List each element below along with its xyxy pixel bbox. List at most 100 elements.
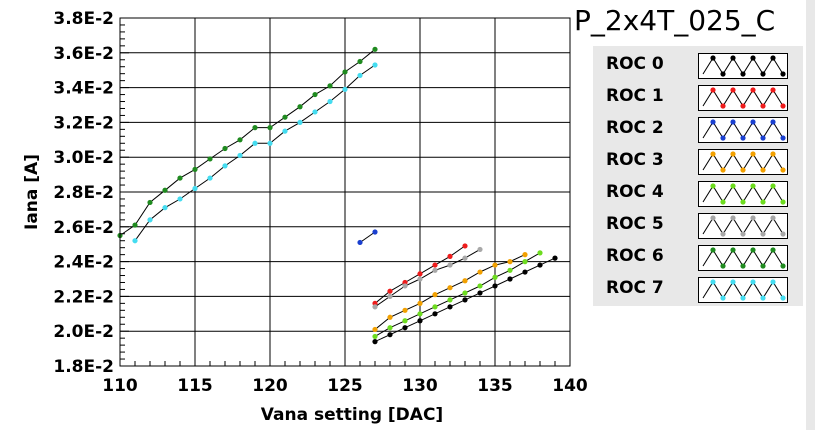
- legend-marker: [770, 151, 776, 157]
- legend-marker: [740, 231, 746, 237]
- data-point: [162, 187, 168, 193]
- y-tick-label: 2.2E-2: [53, 287, 114, 307]
- legend-swatch: [698, 277, 788, 303]
- series-line: [374, 252, 541, 337]
- data-point: [492, 283, 498, 289]
- data-point: [402, 283, 408, 289]
- data-point: [222, 145, 228, 152]
- legend-marker: [720, 167, 726, 173]
- legend-marker: [770, 279, 776, 285]
- y-tick-label: 2.8E-2: [53, 183, 114, 203]
- legend-marker: [750, 279, 756, 285]
- legend-marker: [780, 199, 786, 205]
- data-point: [387, 293, 393, 299]
- legend-marker: [780, 263, 786, 269]
- data-point: [417, 271, 423, 277]
- data-point: [207, 156, 213, 162]
- legend-marker: [760, 263, 766, 269]
- legend-marker: [750, 183, 756, 189]
- data-point: [432, 292, 438, 298]
- legend-marker: [730, 215, 736, 221]
- legend-marker: [730, 183, 736, 189]
- data-point: [447, 297, 453, 303]
- data-point: [387, 325, 393, 331]
- data-point: [372, 339, 378, 345]
- x-tick-label: 120: [252, 376, 288, 396]
- data-point: [147, 217, 153, 223]
- legend-entry: ROC 1: [593, 82, 803, 111]
- legend-marker: [740, 263, 746, 269]
- legend-swatch: [698, 117, 788, 143]
- data-point: [297, 119, 303, 125]
- data-point: [342, 86, 348, 92]
- legend-label: ROC 2: [606, 118, 664, 138]
- data-point: [522, 269, 528, 275]
- data-point: [192, 166, 198, 172]
- legend-marker: [750, 215, 756, 221]
- data-point: [537, 262, 543, 268]
- legend-label: ROC 7: [606, 278, 664, 298]
- legend-marker: [720, 231, 726, 237]
- series-line: [374, 248, 481, 308]
- legend-label: ROC 4: [606, 182, 664, 202]
- data-point: [222, 163, 228, 169]
- legend-marker: [760, 103, 766, 109]
- chart-title: P_2x4T_025_C: [574, 4, 776, 37]
- legend-marker: [740, 199, 746, 205]
- data-point: [372, 229, 378, 235]
- data-point: [387, 314, 393, 320]
- legend-marker: [760, 295, 766, 301]
- legend-swatch-graphic: [702, 151, 786, 173]
- data-point: [267, 125, 273, 131]
- legend-marker: [780, 231, 786, 237]
- legend-entry: ROC 6: [593, 242, 803, 271]
- data-point: [432, 262, 438, 268]
- data-point: [462, 255, 468, 261]
- legend-marker: [730, 55, 736, 61]
- data-point: [417, 276, 423, 282]
- data-point: [492, 274, 498, 280]
- legend-swatch-graphic: [702, 119, 786, 141]
- series-roc-0: [372, 255, 558, 345]
- legend-swatch: [698, 53, 788, 79]
- data-point: [327, 83, 333, 89]
- legend-swatch: [698, 213, 788, 239]
- legend-marker: [710, 279, 716, 285]
- legend-marker: [770, 215, 776, 221]
- legend-marker: [780, 167, 786, 173]
- data-point: [537, 250, 543, 256]
- data-point: [192, 185, 198, 192]
- data-point: [207, 175, 213, 181]
- legend-label: ROC 1: [606, 86, 664, 106]
- data-point: [387, 332, 393, 338]
- data-point: [417, 300, 423, 306]
- x-tick-label: 130: [402, 376, 438, 396]
- legend-swatch: [698, 181, 788, 207]
- y-tick-label: 2.4E-2: [53, 253, 114, 273]
- data-point: [402, 318, 408, 324]
- data-point: [477, 283, 483, 289]
- data-point: [372, 62, 378, 68]
- data-point: [372, 304, 378, 310]
- data-point: [462, 243, 468, 249]
- legend-swatch-graphic: [702, 183, 786, 205]
- legend-marker: [770, 119, 776, 125]
- legend-entry: ROC 7: [593, 274, 803, 303]
- legend-swatch: [698, 85, 788, 111]
- legend-marker: [730, 87, 736, 93]
- legend-marker: [710, 215, 716, 221]
- legend-marker: [730, 119, 736, 125]
- axis-ticks: 110 115 120 125 130 135 140 1.8E-2 2.0E-2 2.2E-2 2…: [53, 9, 588, 396]
- legend-swatch: [698, 245, 788, 271]
- data-point: [357, 239, 363, 246]
- data-point: [402, 307, 408, 313]
- legend-marker: [770, 247, 776, 253]
- legend-marker: [770, 55, 776, 61]
- legend-swatch-graphic: [702, 247, 786, 269]
- legend-marker: [720, 199, 726, 205]
- series-line: [359, 231, 376, 243]
- legend-marker: [720, 103, 726, 109]
- data-point: [447, 262, 453, 268]
- series-layer: [117, 46, 558, 345]
